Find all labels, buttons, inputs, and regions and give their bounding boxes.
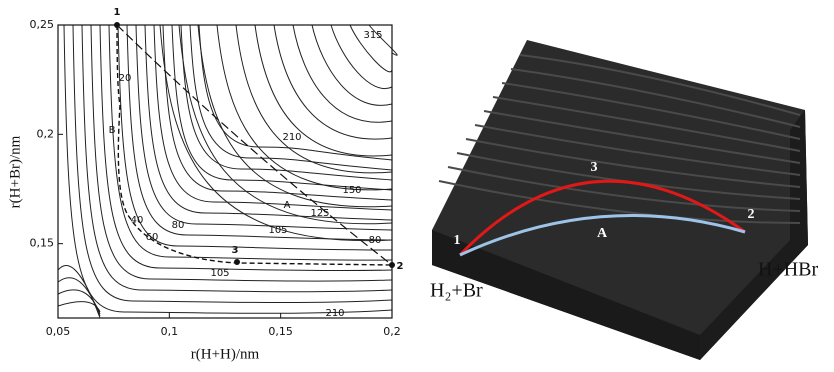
model-label: 3	[591, 160, 598, 175]
x-tick-label: 0,15	[268, 325, 293, 338]
contour	[57, 301, 101, 313]
contour-label: B	[109, 125, 116, 136]
point	[389, 262, 395, 268]
contour-label: 150	[342, 185, 361, 196]
contour	[189, 24, 393, 171]
terrace	[465, 138, 801, 188]
point	[114, 22, 120, 28]
contour	[72, 24, 393, 304]
terrace	[447, 166, 801, 212]
y-tick-label: 0,2	[37, 127, 55, 140]
model-label: 2	[748, 207, 755, 222]
terrace	[519, 54, 801, 116]
contour	[349, 24, 393, 73]
contour	[292, 24, 393, 123]
contour	[178, 24, 393, 225]
contour-label: 105	[210, 268, 229, 279]
x-tick-label: 0,1	[161, 325, 179, 338]
products-label: H+HBr	[758, 259, 819, 281]
contour	[216, 24, 393, 191]
contour	[126, 24, 393, 241]
model-label: A	[597, 226, 608, 241]
contour-label: 40	[131, 215, 144, 226]
x-tick-label: 0,05	[46, 325, 71, 338]
contour	[153, 24, 393, 211]
contour	[235, 24, 393, 174]
contour	[330, 24, 393, 90]
y-tick-label: 0,25	[30, 18, 55, 31]
contour	[197, 24, 393, 208]
contour-label: 105	[268, 225, 287, 236]
terrace	[438, 180, 801, 224]
contour	[81, 24, 393, 293]
model	[432, 40, 808, 360]
contour-label: 80	[172, 220, 185, 231]
plot-frame	[57, 24, 393, 319]
contour	[180, 24, 393, 181]
contour	[135, 24, 393, 231]
path-3	[458, 179, 746, 257]
contour	[57, 277, 101, 317]
contour-label: 125	[310, 208, 329, 219]
contour-label: 210	[325, 308, 344, 319]
x-tick-label: 0,2	[383, 325, 401, 338]
contour-label: 1	[114, 7, 121, 18]
contour	[254, 24, 393, 157]
contour	[108, 24, 393, 261]
terrace	[501, 82, 801, 140]
terrace	[492, 96, 801, 152]
point	[234, 259, 240, 265]
terrace	[510, 68, 801, 128]
path-a	[116, 24, 393, 266]
contour-label: 60	[146, 232, 159, 243]
contour	[117, 24, 393, 251]
reactants-label: H₂+Br	[430, 280, 483, 302]
y-axis-title: r(H+Br)/nm	[7, 135, 23, 208]
model-label: 1	[454, 233, 461, 248]
y-tick-label: 0,15	[30, 237, 55, 250]
contour	[273, 24, 393, 140]
contour	[171, 24, 393, 191]
contour-label: 210	[282, 132, 301, 143]
contour-label: 20	[119, 73, 132, 84]
path-a-model	[459, 214, 746, 257]
contour	[162, 24, 393, 201]
contour	[90, 24, 393, 282]
contour-label: 315	[363, 30, 382, 41]
contour	[144, 24, 393, 221]
contour	[159, 24, 393, 242]
contour	[63, 24, 393, 314]
contour-label: 80	[369, 235, 382, 246]
contour-label: 2	[397, 261, 404, 272]
contour	[99, 24, 393, 272]
contour	[311, 24, 393, 106]
terrace	[483, 110, 801, 164]
contour-label: 3	[232, 245, 239, 256]
contour	[368, 24, 398, 56]
contour-label: A	[284, 200, 291, 211]
terrace	[474, 124, 801, 176]
x-axis-title: r(H+H)/nm	[191, 346, 260, 362]
